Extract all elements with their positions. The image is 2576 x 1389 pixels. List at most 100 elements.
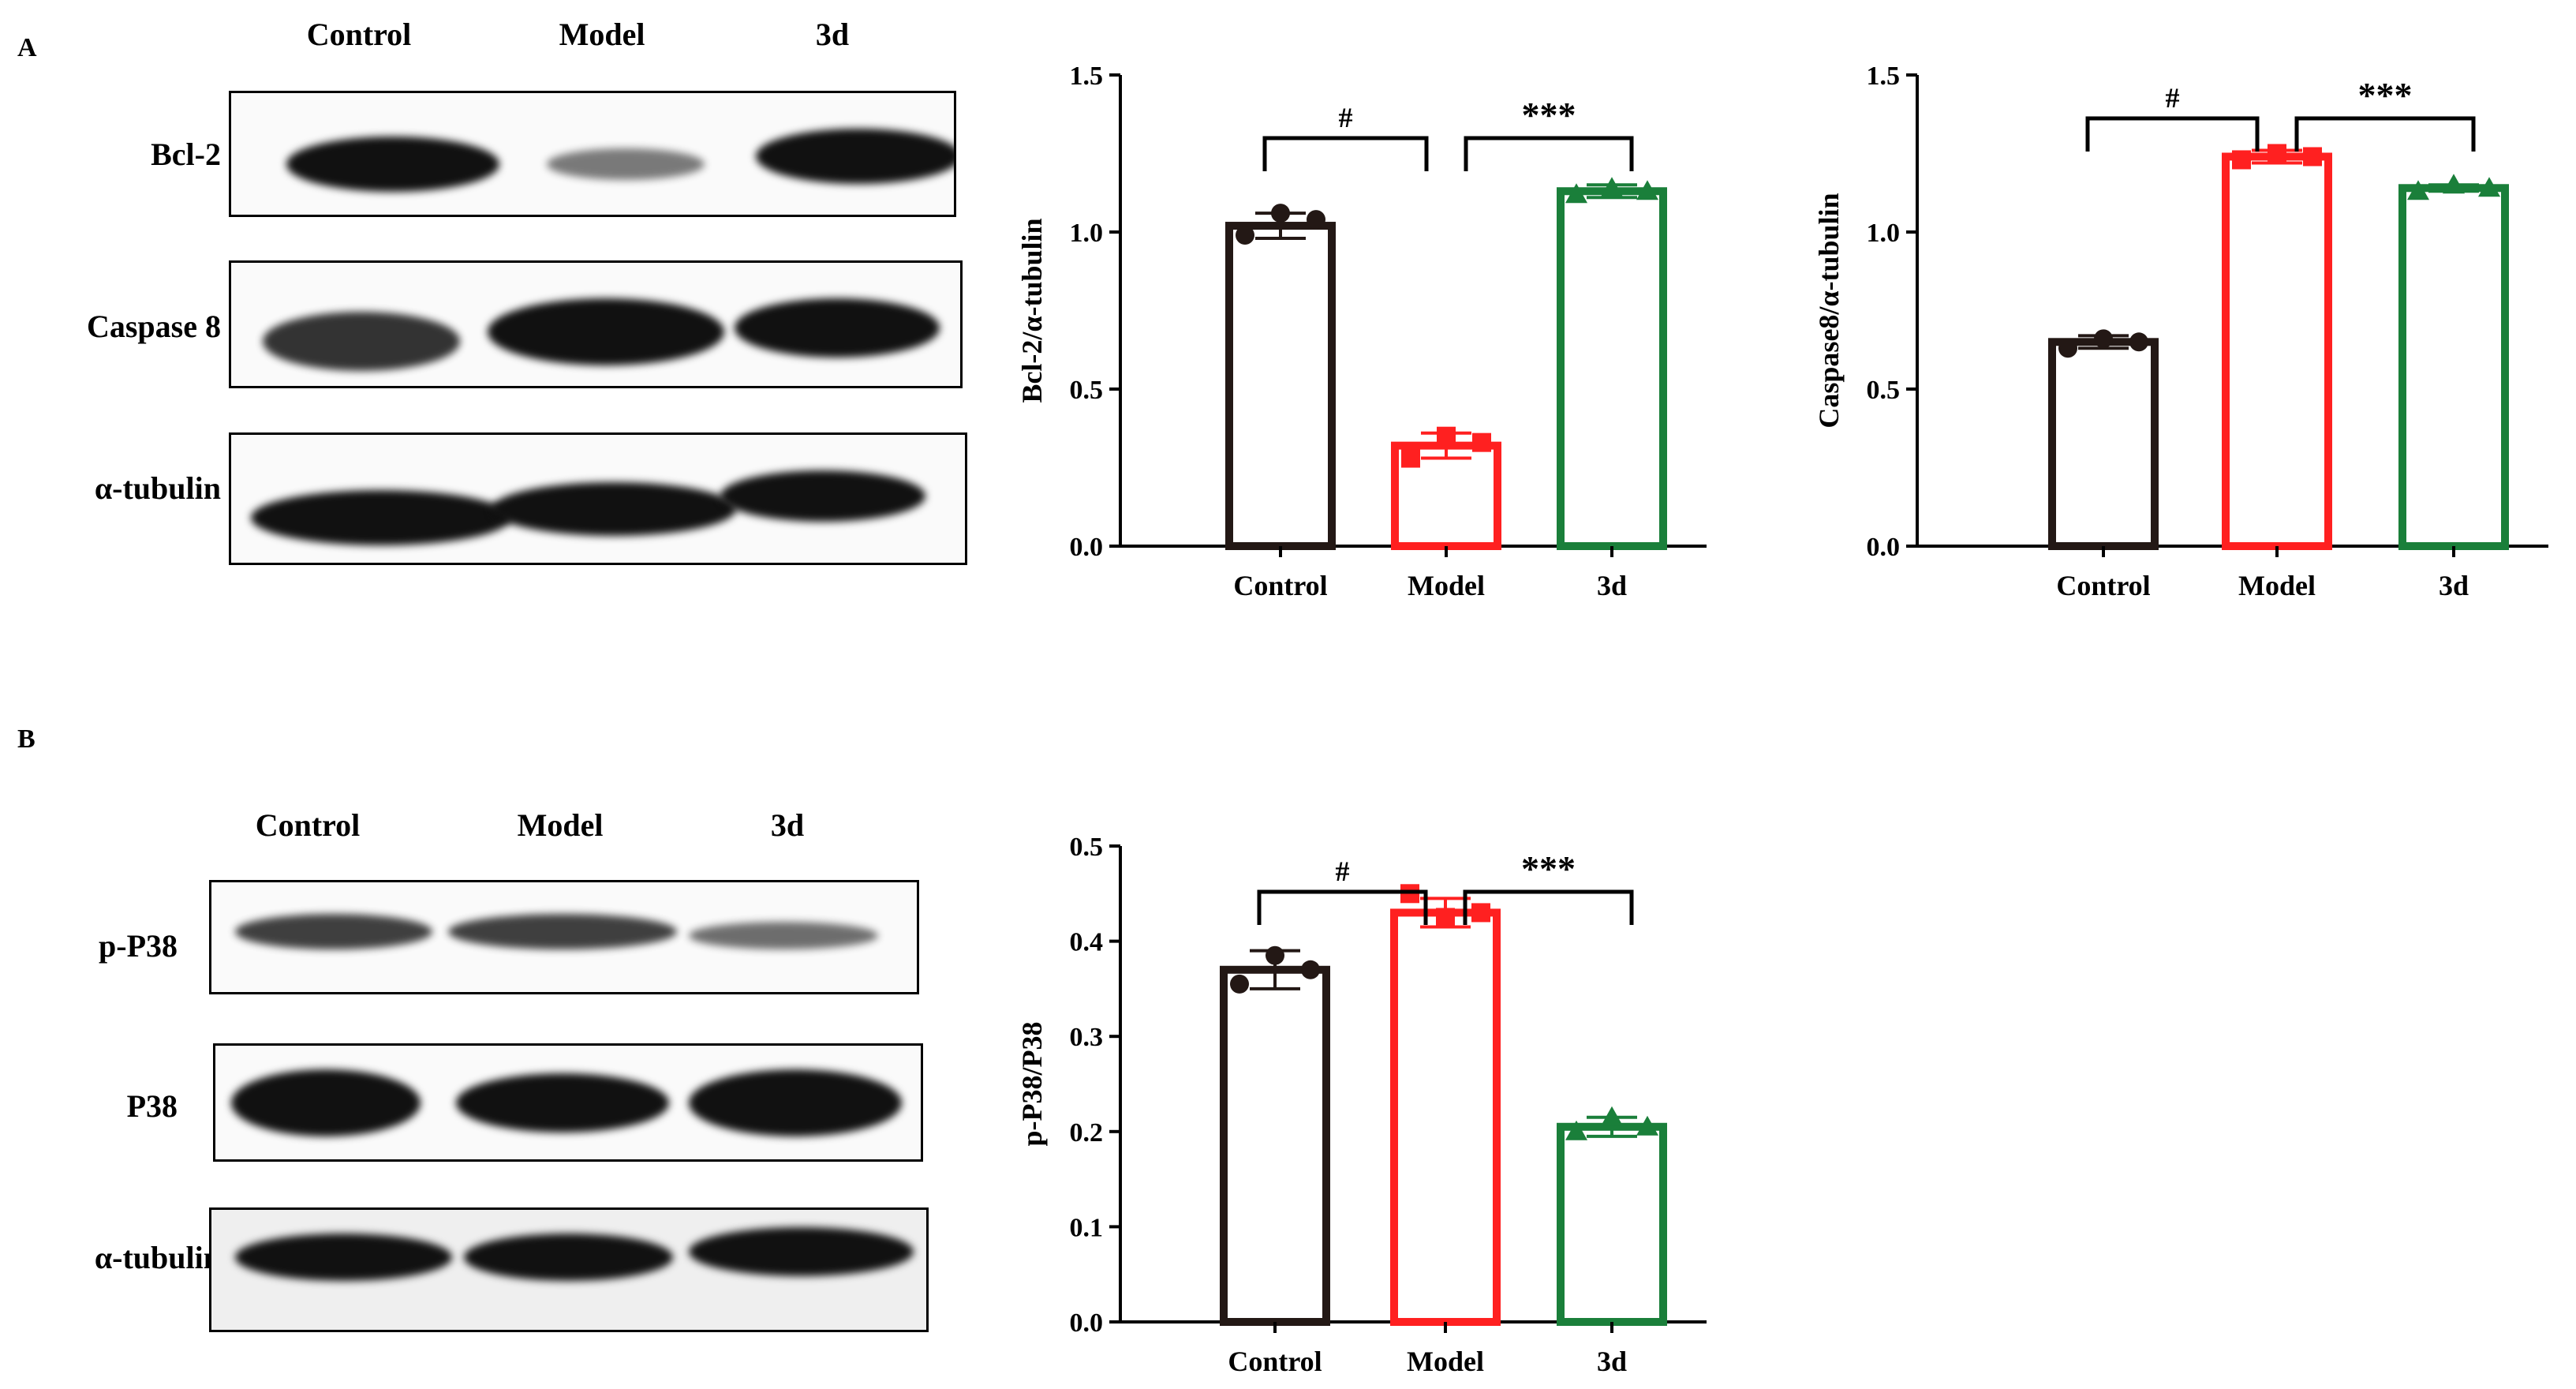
data-point	[1472, 432, 1491, 452]
lane-label-3d-b: 3d	[770, 807, 805, 843]
data-point	[1271, 204, 1290, 223]
band	[456, 1073, 669, 1133]
x-tick-label: Model	[2238, 570, 2316, 601]
row-label-caspase8: Caspase 8	[86, 309, 221, 344]
band	[720, 470, 925, 522]
significance-label: ***	[1521, 848, 1576, 889]
x-tick-label: 3d	[1597, 1346, 1627, 1377]
band	[251, 490, 511, 545]
panel-label-b: B	[17, 724, 36, 754]
blot-strip-bcl2	[229, 91, 956, 217]
bar	[1557, 187, 1667, 550]
y-tick-label: 0.5	[1070, 376, 1104, 405]
data-point	[1601, 1106, 1623, 1126]
data-point	[1307, 210, 1325, 230]
significance-label: #	[2166, 82, 2180, 114]
band	[263, 312, 460, 371]
data-point	[1230, 974, 1249, 994]
bar	[2398, 184, 2509, 550]
data-point	[1565, 1120, 1587, 1140]
x-tick-label: Control	[1233, 570, 1327, 601]
blot-strip-tubulin-b	[209, 1207, 929, 1332]
bar-chart-caspase8: 0.0 0.5 1.0 1.5 Caspase8/α-tubulin Control Mod…	[1813, 62, 2548, 601]
x-tick-label: Control	[1228, 1346, 1322, 1377]
row-label-tubulin-b: α-tubulin	[94, 1240, 221, 1275]
significance-label: #	[1339, 102, 1353, 133]
data-point	[2094, 329, 2113, 349]
x-tick-label: 3d	[1597, 570, 1627, 601]
data-point	[2232, 150, 2251, 170]
blot-strip-caspase8	[229, 260, 963, 388]
data-point	[2407, 180, 2429, 200]
data-point	[2129, 332, 2148, 352]
band	[689, 1227, 914, 1276]
y-tick-label: 0.0	[1070, 1309, 1104, 1338]
band	[235, 914, 432, 949]
band	[231, 1069, 421, 1136]
data-point	[1471, 903, 1490, 923]
lane-label-control: Control	[306, 17, 412, 52]
y-tick-label: 0.1	[1070, 1213, 1104, 1242]
bar	[1557, 1122, 1667, 1326]
significance-bracket	[1262, 136, 1429, 171]
data-point	[1565, 183, 1587, 204]
data-point	[1236, 225, 1254, 245]
significance-bracket	[2294, 116, 2476, 152]
y-tick-label: 1.5	[1867, 62, 1901, 91]
band	[547, 148, 705, 180]
blot-strip-p38	[213, 1043, 923, 1162]
blot-strip-pp38	[209, 880, 919, 994]
row-label-pp38: p-P38	[99, 928, 178, 964]
bar	[1390, 908, 1501, 1327]
band	[689, 922, 878, 949]
blot-strip-tubulin-a	[229, 432, 967, 565]
row-label-tubulin-a: α-tubulin	[94, 470, 221, 506]
panel-label-a: A	[17, 33, 37, 62]
bar	[1220, 965, 1330, 1326]
significance-bracket	[1257, 889, 1428, 925]
y-tick-label: 1.0	[1070, 219, 1104, 248]
y-tick-label: 0.4	[1070, 928, 1104, 957]
band	[756, 129, 954, 184]
row-label-bcl2: Bcl-2	[151, 137, 221, 172]
data-point	[1301, 960, 1320, 979]
y-axis-label: Caspase8/α-tubulin	[1813, 193, 1845, 428]
row-label-p38: P38	[126, 1088, 178, 1124]
y-tick-label: 0.5	[1867, 376, 1901, 405]
data-point	[1436, 908, 1455, 927]
y-axis-label: p-P38/P38	[1016, 1022, 1048, 1147]
lane-label-model: Model	[559, 17, 645, 52]
data-point	[1601, 177, 1623, 197]
lane-label-control-b: Control	[255, 807, 361, 843]
data-point	[1437, 426, 1456, 446]
bar	[1225, 222, 1336, 550]
bar	[2048, 338, 2159, 550]
data-point	[2478, 177, 2500, 197]
band	[735, 298, 940, 358]
y-tick-label: 0.3	[1070, 1023, 1104, 1052]
bar-chart-pp38: 0.0 0.1 0.2 0.3 0.4 0.5 p-P38/P38 Control Model 3…	[1016, 833, 1707, 1377]
data-point	[2303, 147, 2322, 167]
significance-bracket	[1464, 136, 1634, 171]
y-tick-label: 1.5	[1070, 62, 1104, 91]
significance-bracket	[1463, 889, 1634, 925]
band	[492, 482, 736, 536]
bar-chart-bcl2: 0.0 0.5 1.0 1.5 Bcl-2/α-tubulin Control Model 3…	[1016, 62, 1707, 601]
band	[448, 914, 677, 949]
data-point	[2058, 339, 2077, 358]
significance-bracket	[2085, 116, 2260, 152]
x-tick-label: 3d	[2439, 570, 2469, 601]
y-tick-label: 0.0	[1070, 533, 1104, 562]
y-tick-label: 0.5	[1070, 833, 1104, 862]
band	[235, 1234, 452, 1281]
lane-label-model-b: Model	[517, 807, 604, 843]
lane-label-3d: 3d	[815, 17, 850, 52]
significance-label: ***	[2358, 75, 2413, 115]
data-point	[1401, 448, 1420, 468]
data-point	[2268, 144, 2286, 163]
y-axis-label: Bcl-2/α-tubulin	[1016, 218, 1048, 402]
band	[689, 1069, 902, 1136]
y-tick-label: 0.2	[1070, 1118, 1104, 1148]
y-tick-label: 1.0	[1867, 219, 1901, 248]
y-tick-label: 0.0	[1867, 533, 1901, 562]
